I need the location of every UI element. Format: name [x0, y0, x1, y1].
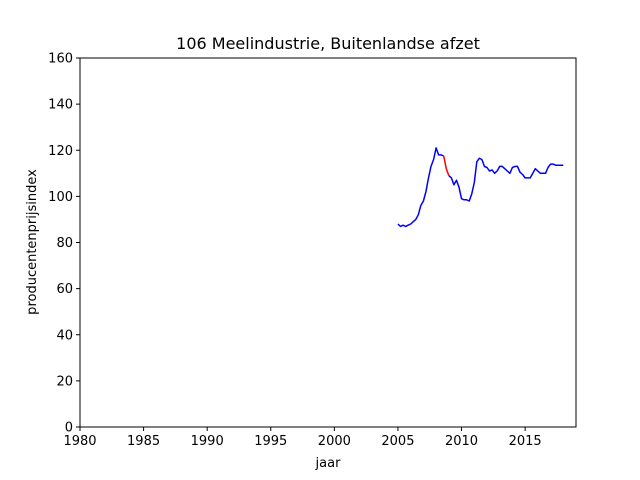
y-tick-label: 40	[56, 328, 73, 343]
series-0-segment-1	[448, 157, 564, 202]
series-1-segment-0	[442, 155, 450, 176]
plot-frame	[79, 57, 577, 428]
plot-area: 1980 1985 1990 1995 2000 2005 2010 2015 0 20 40 60 8…	[48, 52, 577, 449]
series-0-segment-0	[397, 147, 445, 228]
y-tick-label: 120	[48, 144, 73, 159]
x-tick-label: 1990	[191, 434, 224, 449]
y-tick-label: 140	[48, 98, 73, 113]
y-tick-label: 60	[56, 282, 73, 297]
x-tick-label: 1985	[127, 434, 160, 449]
y-tick-label: 80	[56, 236, 73, 251]
chart-title: 106 Meelindustrie, Buitenlandse afzet	[176, 34, 480, 53]
x-tick-label: 2005	[381, 434, 414, 449]
x-axis-label: jaar	[315, 456, 342, 471]
x-tick-label: 1995	[254, 434, 287, 449]
y-tick-label: 20	[56, 374, 73, 389]
y-tick-label: 160	[48, 52, 73, 67]
y-axis-label: producentenprijsindex	[25, 169, 40, 315]
x-tick-label: 2015	[509, 434, 542, 449]
y-tick-label: 100	[48, 190, 73, 205]
x-tick-label: 1980	[63, 434, 96, 449]
y-tick-label: 0	[65, 421, 73, 436]
x-tick-label: 2000	[318, 434, 351, 449]
x-tick-label: 2010	[445, 434, 478, 449]
